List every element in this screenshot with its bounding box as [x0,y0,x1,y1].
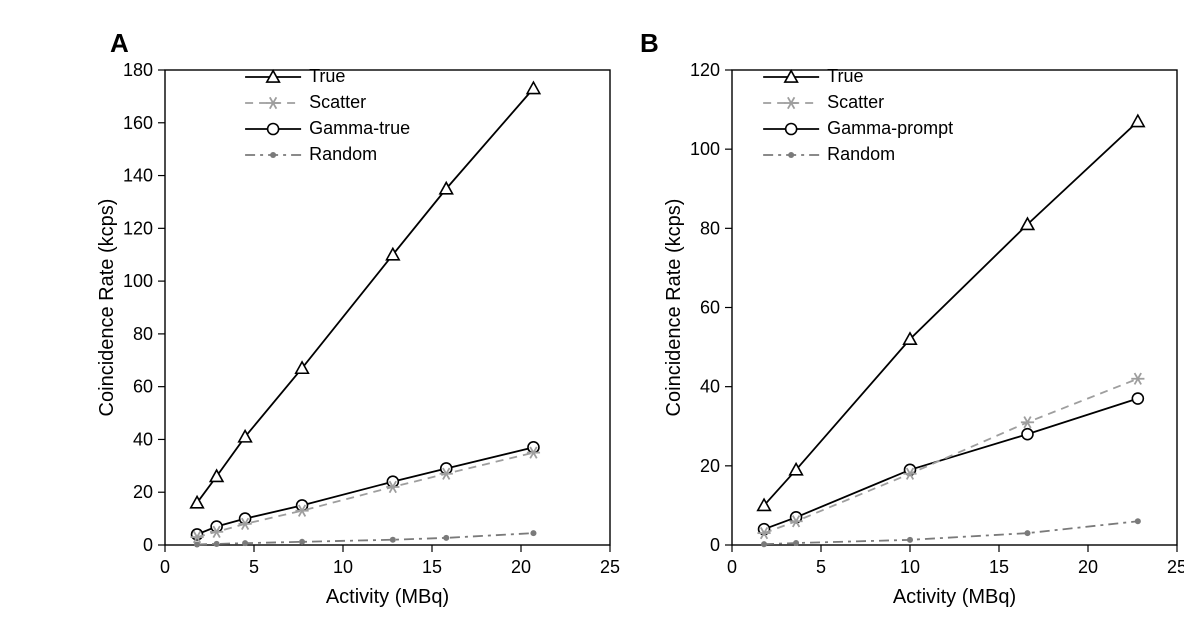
legend-label: True [827,66,863,86]
y-tick-label: 40 [700,377,720,397]
y-tick-label: 0 [143,535,153,555]
legend-label: Random [827,144,895,164]
legend-label: True [309,66,345,86]
x-tick-label: 20 [1078,557,1098,577]
x-tick-label: 15 [422,557,442,577]
x-tick-label: 25 [600,557,620,577]
y-tick-label: 60 [700,298,720,318]
series-line [764,521,1138,544]
x-axis-label: Activity (MBq) [326,586,449,608]
y-tick-label: 100 [123,271,153,291]
y-tick-label: 20 [133,482,153,502]
x-tick-label: 25 [1167,557,1184,577]
panel-label-a: A [110,28,129,59]
chart-svg: 0 5 10 15 20 25 0 20 40 60 80 100 120 Activity (MBq) C… [662,60,1184,625]
y-tick-label: 120 [123,218,153,238]
x-tick-label: 20 [511,557,531,577]
plot-box [165,70,610,545]
y-tick-label: 100 [690,139,720,159]
series-line [764,399,1138,530]
y-tick-label: 0 [710,535,720,555]
chart-panel-a: 0510152025020406080100120140160180Activi… [95,60,540,535]
chart-panel-b: 0510152025020406080100120Activity (MBq)C… [662,60,1107,535]
x-tick-label: 0 [727,557,737,577]
x-tick-label: 10 [900,557,920,577]
y-tick-label: 40 [133,429,153,449]
y-tick-label: 180 [123,60,153,80]
y-tick-label: 80 [133,324,153,344]
x-tick-label: 15 [989,557,1009,577]
x-axis-label: Activity (MBq) [893,586,1016,608]
y-axis-label: Coincidence Rate (kcps) [663,199,685,417]
legend-label: Scatter [827,92,884,112]
chart-svg: 0 5 10 15 20 25 0 20 40 60 80 100 120 140 160 180 Activi… [95,60,660,625]
x-tick-label: 0 [160,557,170,577]
series-line [764,379,1138,533]
legend-label: Gamma-true [309,118,410,138]
y-tick-label: 140 [123,166,153,186]
series-line [764,121,1138,505]
y-axis-label: Coincidence Rate (kcps) [96,199,118,417]
x-tick-label: 10 [333,557,353,577]
panel-label-b: B [640,28,659,59]
legend-label: Gamma-prompt [827,118,953,138]
y-tick-label: 120 [690,60,720,80]
y-tick-label: 20 [700,456,720,476]
x-tick-label: 5 [249,557,259,577]
legend-label: Random [309,144,377,164]
legend-label: Scatter [309,92,366,112]
y-tick-label: 160 [123,113,153,133]
y-tick-label: 80 [700,218,720,238]
y-tick-label: 60 [133,377,153,397]
figure: A B 0510152025020406080100120140160180Ac… [0,0,1184,629]
x-tick-label: 5 [816,557,826,577]
